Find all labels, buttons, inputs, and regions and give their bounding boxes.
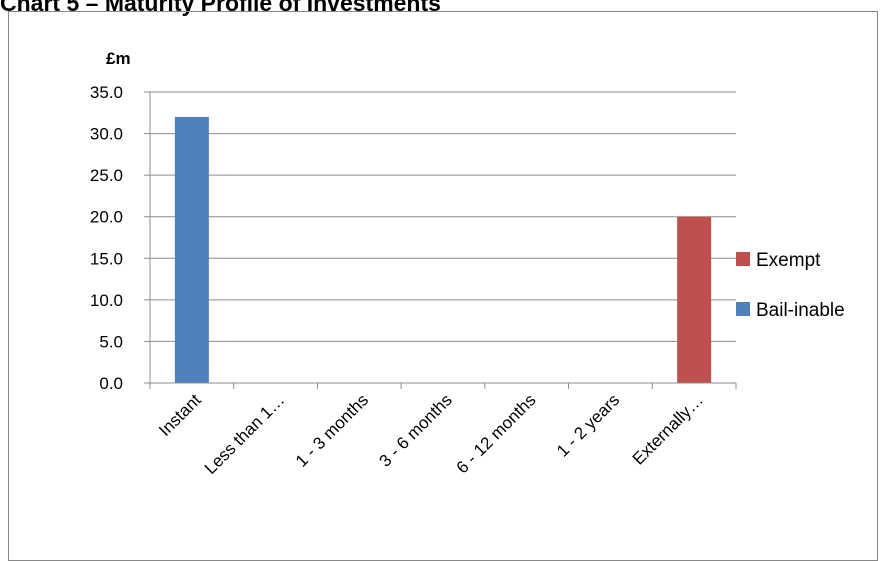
axes [144,91,737,389]
x-tick-label: 1 - 2 years [553,390,623,460]
y-axis-ticks: 0.0 5.0 10.0 15.0 20.0 25.0 30.0 35.0 [90,83,123,393]
y-tick-label: 15.0 [90,249,123,268]
y-tick-label: 30.0 [90,125,123,144]
y-tick-label: 35.0 [90,83,123,102]
bar-exempt [677,216,712,383]
x-tick-label: 3 - 6 months [376,390,456,470]
bar-bail-inable [174,116,209,383]
y-tick-label: 20.0 [90,208,123,227]
x-tick-label: Instant [155,390,205,440]
y-tick-label: 10.0 [90,291,123,310]
legend-label: Exempt [756,250,821,271]
y-tick-label: 5.0 [99,332,123,351]
legend-swatch [736,302,750,316]
x-tick-label: Less than 1… [201,390,289,478]
x-tick-label: 1 - 3 months [292,390,372,470]
y-tick-label: 0.0 [99,374,123,393]
chart-title: Chart 5 – Maturity Profile of Investment… [0,0,441,16]
x-tick-label: Externally… [629,390,707,468]
bars [174,116,712,383]
legend-label: Bail-inable [756,300,845,321]
x-tick-label: 6 - 12 months [453,390,540,477]
legend: Exempt Bail-inable [736,250,845,321]
bar-chart: 0.0 5.0 10.0 15.0 20.0 25.0 30.0 35.0 InstantLe… [90,49,845,478]
gridlines [150,91,736,342]
y-tick-label: 25.0 [90,166,123,185]
legend-swatch [736,252,750,266]
y-axis-unit-label: £m [106,49,131,68]
